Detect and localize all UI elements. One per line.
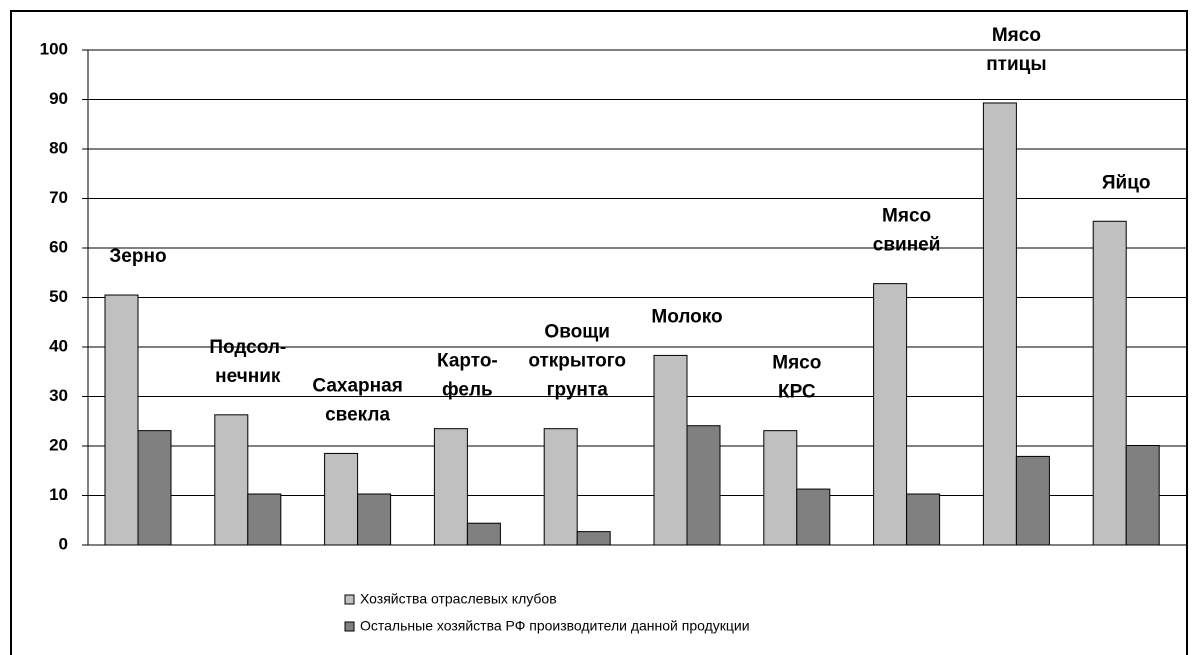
- bar: [137, 430, 172, 546]
- bar: [104, 294, 139, 546]
- bar: [982, 102, 1017, 546]
- y-tick-label: 60: [49, 237, 68, 256]
- category-label: открытого: [528, 351, 626, 372]
- category-label: грунта: [547, 380, 609, 401]
- y-tick-label: 70: [49, 188, 68, 207]
- bar: [873, 283, 908, 546]
- legend-swatch: [344, 594, 355, 605]
- category-label: Подсол-: [209, 337, 286, 358]
- category-label: птицы: [986, 54, 1046, 75]
- bar: [466, 522, 501, 546]
- bar: [543, 428, 578, 546]
- category-label: Молоко: [651, 306, 722, 327]
- bar: [763, 430, 798, 546]
- bar: [357, 493, 392, 546]
- bar: [1092, 220, 1127, 546]
- category-label: фель: [442, 380, 493, 401]
- bar: [247, 493, 282, 546]
- bar: [324, 452, 359, 546]
- bar: [653, 354, 688, 546]
- legend-label: Хозяйства отраслевых клубов: [360, 591, 557, 607]
- bar: [796, 488, 831, 546]
- legend-label: Остальные хозяйства РФ производители дан…: [360, 618, 750, 634]
- legend-swatch: [344, 621, 355, 632]
- category-label: Овощи: [544, 322, 610, 343]
- category-label: КРС: [778, 382, 816, 403]
- category-label: Мясо: [772, 353, 821, 374]
- bar: [433, 428, 468, 546]
- y-tick-label: 30: [49, 386, 68, 405]
- y-tick-label: 80: [49, 138, 68, 157]
- category-label: свекла: [325, 404, 390, 425]
- category-label: нечник: [215, 366, 281, 387]
- category-label: Яйцо: [1102, 172, 1151, 193]
- category-label: Сахарная: [312, 375, 402, 396]
- bar: [1125, 445, 1160, 546]
- y-tick-label: 0: [59, 534, 68, 553]
- category-label: Мясо: [882, 206, 931, 227]
- category-label: Мясо: [992, 25, 1041, 46]
- y-tick-label: 20: [49, 435, 68, 454]
- y-tick-label: 90: [49, 89, 68, 108]
- category-label: Зерно: [109, 246, 166, 267]
- y-tick-label: 10: [49, 485, 68, 504]
- bar: [1015, 455, 1050, 546]
- bar: [576, 531, 611, 546]
- category-label: свиней: [873, 235, 941, 256]
- bar: [686, 425, 721, 546]
- bar: [906, 493, 941, 546]
- y-tick-label: 40: [49, 336, 68, 355]
- y-tick-label: 50: [49, 287, 68, 306]
- bar: [214, 414, 249, 546]
- y-tick-label: 100: [40, 39, 68, 58]
- category-label: Карто-: [437, 351, 498, 372]
